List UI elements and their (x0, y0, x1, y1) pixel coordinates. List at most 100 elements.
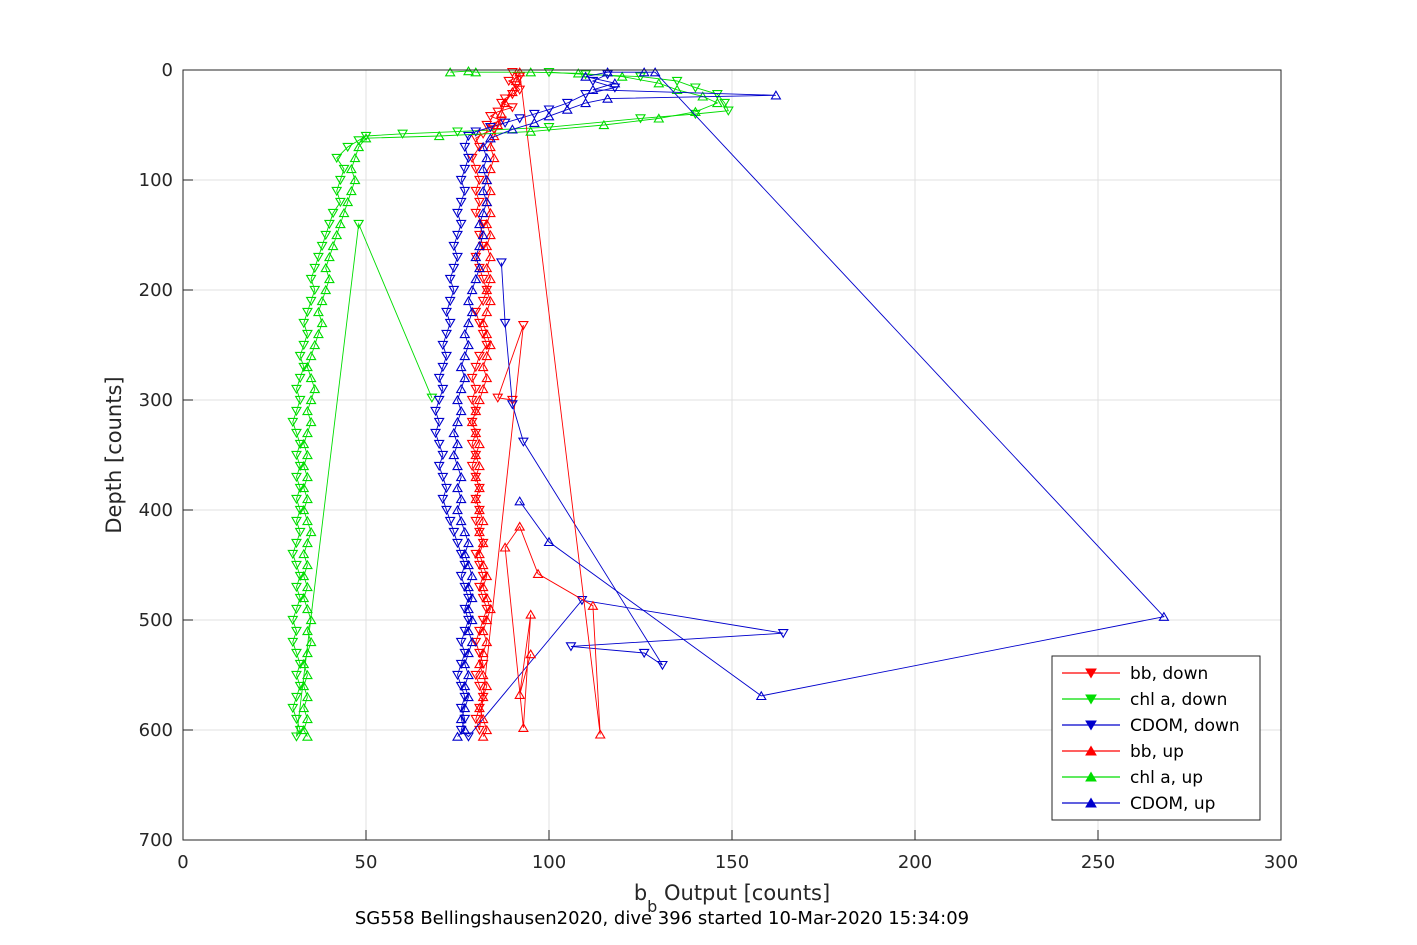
data-point (477, 571, 489, 582)
data-point (448, 241, 460, 252)
data-point (287, 615, 299, 626)
data-point (481, 340, 493, 351)
data-point (477, 515, 489, 526)
data-point (290, 648, 302, 659)
data-point (452, 252, 463, 263)
data-point (466, 284, 478, 295)
data-point (452, 731, 463, 741)
data-point (477, 207, 489, 218)
data-point (301, 603, 313, 614)
data-point (484, 112, 496, 122)
data-point (477, 361, 489, 372)
data-point (484, 163, 496, 174)
data-point (452, 230, 463, 241)
legend-label: chl a, up (1130, 768, 1203, 788)
data-point (312, 252, 324, 263)
data-point (301, 493, 313, 504)
data-point (499, 318, 511, 329)
data-point (473, 438, 485, 449)
data-point (459, 142, 471, 153)
data-point (301, 559, 313, 570)
data-point (492, 393, 504, 403)
data-point (635, 114, 646, 124)
data-point (452, 127, 463, 137)
series-2 (430, 70, 789, 742)
data-point (444, 67, 456, 77)
data-point (638, 67, 650, 77)
data-point (353, 141, 365, 152)
data-point (327, 208, 339, 219)
data-point (484, 229, 496, 240)
data-point (301, 361, 313, 372)
legend-label: CDOM, up (1130, 794, 1215, 814)
data-point (360, 131, 372, 142)
data-point (294, 659, 306, 670)
data-point (671, 76, 683, 87)
data-point (430, 406, 442, 417)
data-point (481, 240, 493, 251)
data-point (294, 373, 306, 384)
data-point (473, 394, 485, 405)
data-point (580, 70, 592, 80)
data-point (477, 141, 489, 152)
y-tick-label: 600 (139, 720, 173, 741)
data-point (477, 669, 489, 680)
data-point (455, 383, 467, 394)
data-point (510, 75, 522, 86)
data-point (331, 229, 343, 240)
data-point (525, 126, 537, 136)
data-point (323, 273, 335, 284)
data-point (473, 582, 485, 593)
data-point (477, 229, 489, 240)
data-point (437, 472, 449, 483)
data-point (473, 725, 485, 736)
data-point (294, 725, 306, 736)
data-point (466, 614, 478, 625)
data-point (459, 164, 471, 175)
data-point (433, 439, 445, 450)
data-point (294, 439, 306, 450)
data-point (459, 186, 471, 197)
series-line (292, 71, 729, 737)
data-point (466, 439, 478, 450)
data-point (290, 692, 302, 703)
data-point (466, 306, 478, 317)
series-5 (448, 67, 1170, 741)
data-point (477, 615, 489, 626)
data-point (463, 559, 474, 570)
legend-marker (1085, 694, 1097, 705)
data-point (481, 724, 493, 735)
data-point (653, 78, 665, 88)
data-point (477, 559, 489, 570)
data-point (488, 152, 500, 163)
series-1 (287, 68, 734, 742)
data-point (598, 119, 610, 130)
data-point (470, 449, 482, 460)
data-point (649, 67, 661, 77)
data-point (455, 361, 467, 372)
data-point (473, 351, 485, 362)
data-point (298, 362, 310, 373)
data-point (455, 549, 467, 560)
data-point (459, 692, 471, 703)
x-tick-label: 300 (1264, 852, 1298, 873)
data-point (477, 537, 489, 548)
data-point (294, 681, 306, 692)
data-point (477, 625, 489, 636)
data-point (473, 702, 485, 713)
data-point (298, 482, 310, 493)
data-point (331, 186, 343, 197)
data-point (473, 142, 485, 153)
data-point (301, 647, 313, 658)
data-point (525, 609, 537, 619)
data-point (455, 219, 467, 230)
data-point (301, 581, 313, 592)
data-point (290, 428, 302, 439)
data-point (342, 196, 354, 207)
data-point (452, 416, 463, 427)
data-point (470, 307, 482, 318)
data-point (495, 98, 507, 109)
data-point (459, 648, 471, 659)
data-point (305, 526, 317, 537)
data-point (316, 241, 328, 252)
